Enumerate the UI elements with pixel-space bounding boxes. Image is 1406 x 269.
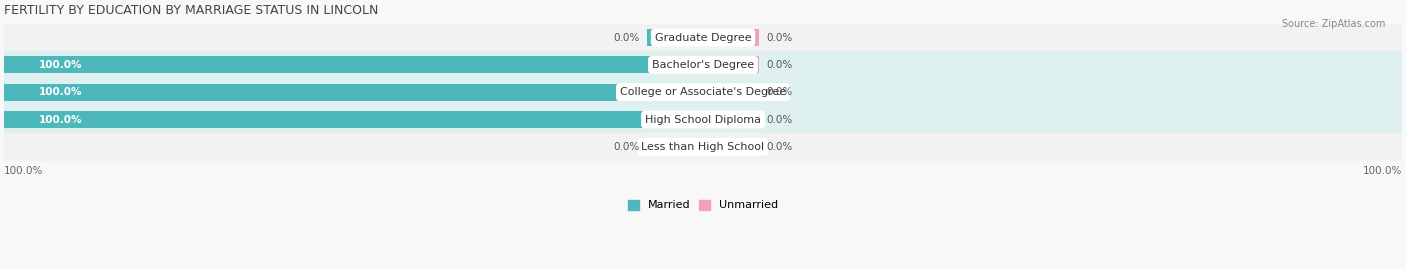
- Text: Bachelor's Degree: Bachelor's Degree: [652, 60, 754, 70]
- Bar: [4, 106, 1402, 133]
- Text: Graduate Degree: Graduate Degree: [655, 33, 751, 43]
- Bar: [703, 84, 759, 101]
- Text: High School Diploma: High School Diploma: [645, 115, 761, 125]
- Text: 0.0%: 0.0%: [614, 142, 640, 152]
- Bar: [703, 111, 759, 128]
- Text: Source: ZipAtlas.com: Source: ZipAtlas.com: [1281, 19, 1385, 29]
- Text: 0.0%: 0.0%: [766, 142, 792, 152]
- Text: FERTILITY BY EDUCATION BY MARRIAGE STATUS IN LINCOLN: FERTILITY BY EDUCATION BY MARRIAGE STATU…: [4, 4, 378, 17]
- Text: 100.0%: 100.0%: [1362, 166, 1402, 176]
- Bar: [703, 56, 759, 73]
- Bar: [4, 133, 1402, 161]
- Bar: [4, 111, 703, 128]
- Bar: [4, 84, 703, 101]
- Bar: [4, 79, 1402, 106]
- Text: College or Associate's Degree: College or Associate's Degree: [620, 87, 786, 97]
- Text: 0.0%: 0.0%: [766, 60, 792, 70]
- Bar: [703, 29, 759, 46]
- Text: 0.0%: 0.0%: [614, 33, 640, 43]
- Bar: [647, 29, 703, 46]
- Bar: [4, 24, 1402, 51]
- Text: 0.0%: 0.0%: [766, 115, 792, 125]
- Text: 100.0%: 100.0%: [39, 60, 83, 70]
- Text: Less than High School: Less than High School: [641, 142, 765, 152]
- Bar: [4, 51, 1402, 79]
- Text: 100.0%: 100.0%: [39, 115, 83, 125]
- Text: 0.0%: 0.0%: [766, 33, 792, 43]
- Text: 100.0%: 100.0%: [39, 87, 83, 97]
- Bar: [4, 56, 703, 73]
- Bar: [647, 138, 703, 155]
- Legend: Married, Unmarried: Married, Unmarried: [623, 195, 783, 215]
- Bar: [703, 138, 759, 155]
- Text: 100.0%: 100.0%: [4, 166, 44, 176]
- Text: 0.0%: 0.0%: [766, 87, 792, 97]
